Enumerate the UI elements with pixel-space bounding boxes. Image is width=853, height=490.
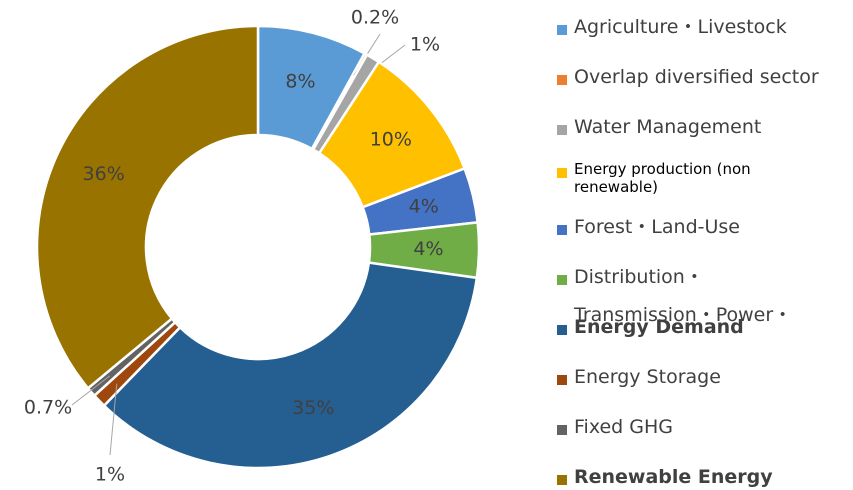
data-label: 0.7% xyxy=(24,397,72,419)
data-label: 0.2% xyxy=(351,7,399,29)
legend-entry: Agriculture・Livestock xyxy=(557,16,842,46)
legend-swatch xyxy=(557,475,567,485)
data-label: 1% xyxy=(410,34,440,56)
data-label: 35% xyxy=(292,397,334,419)
legend-entry: Energy Storage xyxy=(557,366,842,396)
donut-slice xyxy=(102,261,479,470)
data-label: 4% xyxy=(409,195,439,217)
data-label: 36% xyxy=(83,163,125,185)
legend-entry: Distribution・Transmission・Power・ xyxy=(557,266,842,334)
legend-entry: Fixed GHG xyxy=(557,416,842,446)
legend-label: Overlap diversified sector xyxy=(574,66,819,88)
legend-label: Forest・Land-Use xyxy=(574,216,740,238)
legend-label: Water Management xyxy=(574,116,762,138)
legend-entry: Water Management xyxy=(557,116,842,146)
legend-entry: Forest・Land-Use xyxy=(557,216,842,246)
legend-entry: Energy Demand xyxy=(557,316,842,346)
legend-swatch xyxy=(557,425,567,435)
legend-swatch xyxy=(557,125,567,135)
legend-label: Energy Storage xyxy=(574,366,721,388)
legend-swatch xyxy=(557,168,567,178)
legend-entry: Overlap diversified sector xyxy=(557,66,842,96)
data-label: 1% xyxy=(95,464,125,486)
leader-line xyxy=(71,375,110,406)
leader-line xyxy=(359,44,406,80)
legend-swatch xyxy=(557,375,567,385)
data-label: 10% xyxy=(370,129,412,151)
legend-label: Distribution・Transmission・Power・ xyxy=(574,266,793,326)
legend-entry: Energy production (non renewable) xyxy=(557,160,804,196)
donut-slice xyxy=(35,24,260,391)
legend-label: Energy production (non renewable) xyxy=(574,160,751,196)
legend-label: Agriculture・Livestock xyxy=(574,16,787,38)
legend-entry: Renewable Energy xyxy=(557,466,842,490)
legend-swatch xyxy=(557,275,567,285)
legend-label: Renewable Energy xyxy=(574,466,773,488)
legend-label: Fixed GHG xyxy=(574,416,674,438)
legend-swatch xyxy=(557,225,567,235)
legend-swatch xyxy=(557,325,567,335)
legend-swatch xyxy=(557,25,567,35)
leader-line xyxy=(109,383,118,456)
legend-label: Energy Demand xyxy=(574,316,744,338)
data-label: 4% xyxy=(413,238,443,260)
data-label: 8% xyxy=(285,70,315,92)
legend-swatch xyxy=(557,75,567,85)
